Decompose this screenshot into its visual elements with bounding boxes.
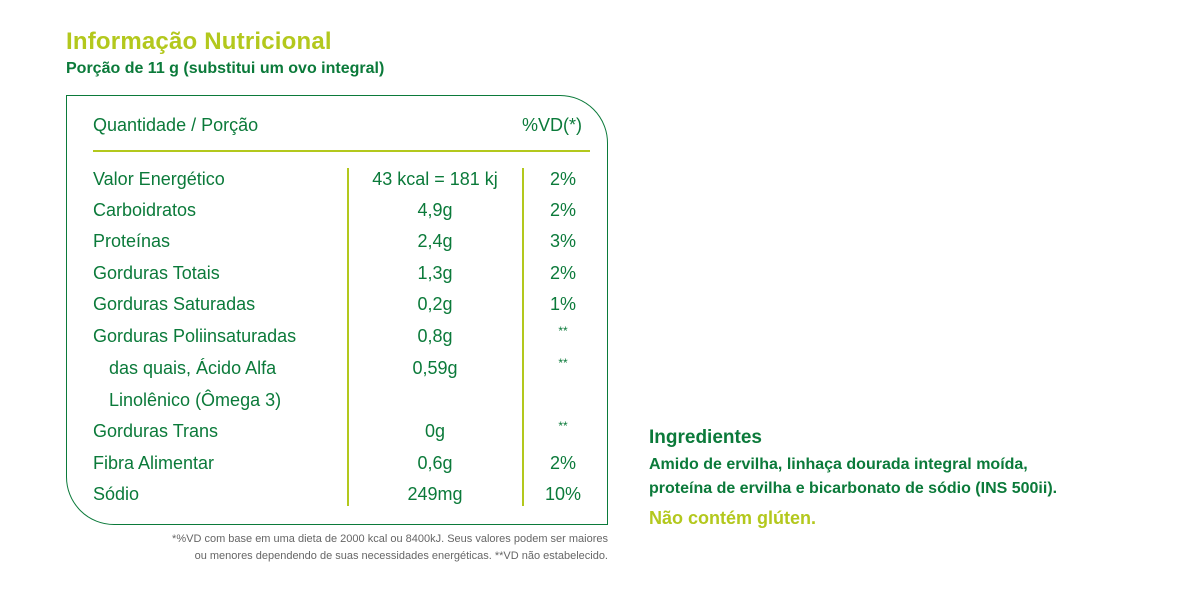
nutrient-vd: 1% [549, 294, 576, 314]
nutrient-vd: 2% [549, 263, 576, 283]
table-row: Valor Energético 43 kcal = 181 kj 2% [0, 169, 1200, 200]
nutrient-amount: 4,9g [417, 200, 453, 220]
column-divider-1 [347, 168, 349, 506]
ingredients-title: Ingredientes [649, 427, 762, 448]
nutrient-vd: 3% [549, 231, 576, 251]
nutrient-vd: 2% [549, 453, 576, 473]
nutrient-label: Gorduras Trans [93, 421, 219, 441]
table-row: das quais, Ácido Alfa 0,59g ** [0, 356, 1200, 389]
nutrient-amount: 0g [424, 421, 446, 441]
header-divider [93, 150, 590, 152]
ingredients-line-2: proteína de ervilha e bicarbonato de sód… [649, 480, 1058, 497]
table-row: Gorduras Poliinsaturadas 0,8g ** [0, 324, 1200, 357]
ingredients-text: Amido de ervilha, linhaça dourada integr… [649, 453, 1169, 501]
serving-size: Porção de 11 g (substitui um ovo integra… [66, 60, 385, 77]
nutrient-amount: 249mg [407, 484, 463, 504]
nutrient-vd: ** [558, 356, 568, 370]
footnote-line-2: ou menores dependendo de suas necessidad… [194, 550, 608, 562]
nutrient-amount: 0,2g [417, 294, 453, 314]
nutrient-label: Proteínas [93, 231, 171, 251]
table-row: Gorduras Trans 0g ** [0, 419, 1200, 452]
table-row: Gorduras Totais 1,3g 2% [0, 263, 1200, 294]
nutrient-vd: 2% [549, 169, 576, 189]
nutrient-label: Gorduras Saturadas [93, 294, 256, 314]
table-row: Carboidratos 4,9g 2% [0, 200, 1200, 231]
gluten-free-note: Não contém glúten. [649, 508, 817, 528]
nutrient-label: Linolênico (Ômega 3) [109, 390, 282, 410]
nutrient-label: das quais, Ácido Alfa [109, 358, 277, 378]
column-divider-2 [522, 168, 524, 506]
nutrient-label: Sódio [93, 484, 140, 504]
nutrient-amount: 0,8g [417, 326, 453, 346]
table-header-vd: %VD(*) [522, 115, 583, 135]
nutrient-label: Fibra Alimentar [93, 453, 215, 473]
table-row: Sódio 249mg 10% [0, 484, 1200, 515]
nutrient-vd: ** [558, 419, 568, 433]
nutrient-label: Gorduras Totais [93, 263, 220, 283]
table-row: Proteínas 2,4g 3% [0, 231, 1200, 262]
nutrient-label: Carboidratos [93, 200, 197, 220]
nutrient-vd: ** [558, 324, 568, 338]
nutrient-amount: 0,6g [417, 453, 453, 473]
nutrition-title: Informação Nutricional [66, 28, 332, 55]
nutrient-vd: 2% [549, 200, 576, 220]
nutrient-amount: 0,59g [412, 358, 458, 378]
footnote-line-1: *%VD com base em uma dieta de 2000 kcal … [172, 533, 608, 545]
footnote: *%VD com base em uma dieta de 2000 kcal … [66, 531, 608, 565]
table-header-quantity: Quantidade / Porção [93, 115, 259, 135]
nutrient-label: Gorduras Poliinsaturadas [93, 326, 297, 346]
table-row: Linolênico (Ômega 3) [0, 390, 1200, 421]
nutrient-amount: 43 kcal = 181 kj [372, 169, 498, 189]
nutrition-table-panel [66, 95, 608, 525]
nutrient-amount: 1,3g [417, 263, 453, 283]
table-row: Gorduras Saturadas 0,2g 1% [0, 294, 1200, 325]
ingredients-line-1: Amido de ervilha, linhaça dourada integr… [649, 456, 1028, 473]
table-row: Fibra Alimentar 0,6g 2% [0, 453, 1200, 484]
nutrient-label: Valor Energético [93, 169, 225, 189]
nutrient-vd: 10% [544, 484, 582, 504]
nutrient-amount: 2,4g [417, 231, 453, 251]
